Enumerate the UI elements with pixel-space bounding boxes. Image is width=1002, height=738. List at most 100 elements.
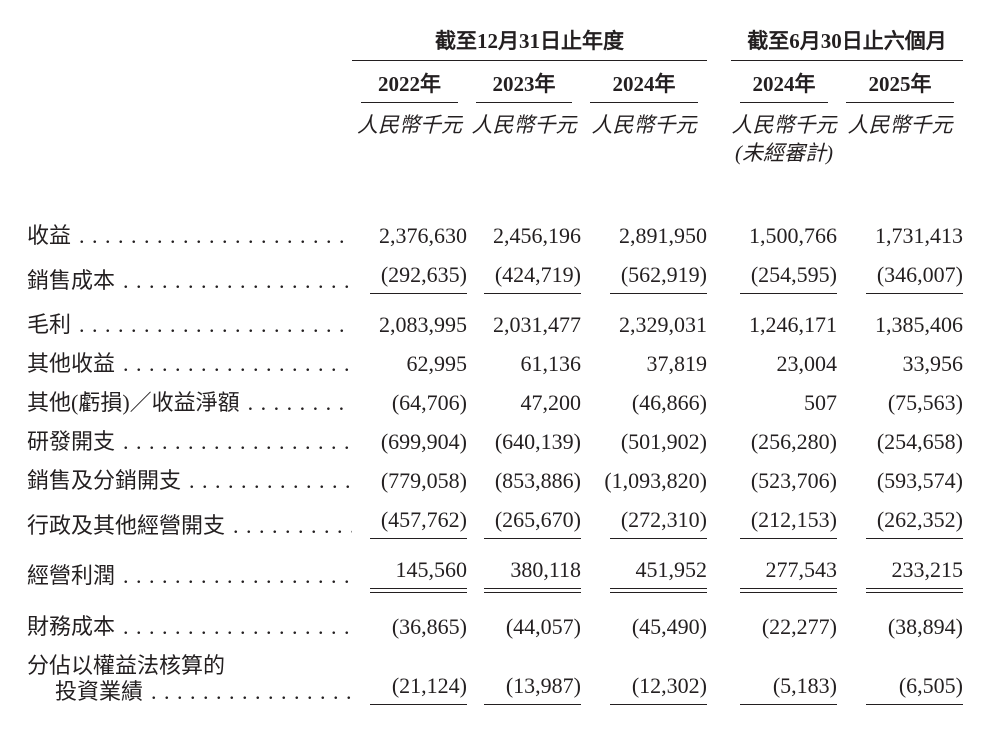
unit-label: 人民幣千元 [357,113,462,137]
cell-value: 451,952 [610,557,707,593]
row-label: 研發開支 [27,429,116,454]
cell-value: (424,719) [484,262,581,294]
unit-label: 人民幣千元 [731,113,837,137]
cell-value: (265,670) [484,507,581,539]
cell-value: (75,563) [887,390,963,415]
cell-value: (5,183) [740,673,837,705]
cell-value: 233,215 [866,557,963,593]
cell-value: (254,595) [740,262,837,294]
period-group-annual: 截至12月31日止年度 [352,28,707,61]
dot-leader [71,223,352,249]
cell-value: (45,490) [631,614,707,639]
table-row-revenue: 收益 2,376,630 2,456,196 2,891,950 1,500,7… [27,210,963,249]
dot-leader [115,351,352,377]
header-spacer-cell [27,28,352,61]
cell-value: (523,706) [750,468,837,493]
dot-leader [240,390,352,416]
table-row-other-net-losses-gains: 其他(虧損)／收益淨額 (64,706) 47,200 (46,866) 507… [27,377,963,416]
row-label: 銷售成本 [27,268,116,293]
cell-value: (593,574) [876,468,963,493]
cell-value: (6,505) [866,673,963,705]
cell-value: 61,136 [520,351,582,376]
cell-value: 62,995 [406,351,468,376]
period-group-row: 截至12月31日止年度 截至6月30日止六個月 [27,28,963,61]
row-label-line1: 分佔以權益法核算的 [27,653,226,678]
unit-label: 人民幣千元 [471,113,577,137]
cell-value: 1,731,413 [875,223,963,248]
row-label: 收益 [27,223,72,248]
dot-leader [143,679,352,705]
unaudited-note: (未經審計) [735,141,833,165]
cell-value: 380,118 [484,557,581,593]
unit-label: 人民幣千元 [591,113,697,137]
cell-value: 507 [804,390,837,415]
cell-value: 145,560 [370,557,467,593]
row-label: 銷售及分銷開支 [27,468,182,493]
col-year-2023: 2023年 [467,61,581,103]
cell-value: (262,352) [866,507,963,539]
table-row-gross-profit: 毛利 2,083,995 2,031,477 2,329,031 1,246,1… [27,294,963,338]
cell-value: (64,706) [391,390,467,415]
dot-leader [71,312,352,338]
row-label: 其他收益 [27,351,116,376]
dot-leader [115,268,352,294]
unit-header-row: 人民幣千元 人民幣千元 人民幣千元 人民幣千元 人民幣千元 [27,103,963,138]
cell-value: 47,200 [520,390,582,415]
cell-value: (501,902) [620,429,707,454]
cell-value: (457,762) [370,507,467,539]
col-year-2025: 2025年 [837,61,963,103]
cell-value: (36,865) [391,614,467,639]
cell-value: (21,124) [370,673,467,705]
unit-label: 人民幣千元 [847,113,953,137]
dot-leader [115,614,352,640]
cell-value: 2,891,950 [619,223,707,248]
cell-value: 1,385,406 [875,312,963,337]
cell-value: (256,280) [750,429,837,454]
group-gap-cell [707,28,731,61]
document-page: 截至12月31日止年度 截至6月30日止六個月 2022年 2023年 2024… [0,0,1002,705]
table-row-rd-expenses: 研發開支 (699,904) (640,139) (501,902) (256,… [27,416,963,455]
cell-value: 33,956 [902,351,964,376]
cell-value: (346,007) [866,262,963,294]
table-row-other-income: 其他收益 62,995 61,136 37,819 23,004 33,956 [27,338,963,377]
cell-value: (640,139) [494,429,581,454]
table-row-finance-costs: 財務成本 (36,865) (44,057) (45,490) (22,277)… [27,589,963,640]
table-row-share-of-equity-method-investments: 分佔以權益法核算的 投資業績 (21,124) (13,987) (12,302… [27,640,963,705]
cell-value: (38,894) [887,614,963,639]
cell-value: 37,819 [646,351,708,376]
cell-value: 23,004 [776,351,838,376]
cell-value: (272,310) [610,507,707,539]
table-row-operating-profit: 經營利潤 145,560 380,118 451,952 277,543 233… [27,539,963,593]
cell-value: 1,246,171 [749,312,837,337]
row-label: 毛利 [27,312,72,337]
cell-value: (13,987) [484,673,581,705]
cell-value: (292,635) [370,262,467,294]
cell-value: (779,058) [380,468,467,493]
cell-value: (853,886) [494,468,581,493]
year-header-row: 2022年 2023年 2024年 2024年 2025年 [27,61,963,103]
dot-leader [225,513,352,539]
cell-value: 2,031,477 [493,312,581,337]
cell-value: 2,456,196 [493,223,581,248]
table-row-selling-distribution-expenses: 銷售及分銷開支 (779,058) (853,886) (1,093,820) … [27,455,963,494]
table-row-cost-of-sales: 銷售成本 (292,635) (424,719) (562,919) (254,… [27,249,963,294]
row-label: 經營利潤 [27,563,116,588]
period-group-interim: 截至6月30日止六個月 [731,28,963,61]
col-year-2024-interim: 2024年 [731,61,837,103]
cell-value: (44,057) [505,614,581,639]
cell-value: (22,277) [761,614,837,639]
table-row-admin-other-operating-expenses: 行政及其他經營開支 (457,762) (265,670) (272,310) … [27,494,963,539]
cell-value: (1,093,820) [604,468,707,493]
row-label: 財務成本 [27,614,116,639]
cell-value: 2,376,630 [379,223,467,248]
cell-value: (562,919) [610,262,707,294]
row-label: 其他(虧損)／收益淨額 [27,390,240,415]
cell-value: 2,329,031 [619,312,707,337]
row-label: 行政及其他經營開支 [27,513,226,538]
cell-value: (699,904) [380,429,467,454]
col-year-2022: 2022年 [352,61,467,103]
cell-value: 277,543 [740,557,837,593]
dot-leader [181,468,352,494]
dot-leader [115,563,352,589]
cell-value: (254,658) [876,429,963,454]
